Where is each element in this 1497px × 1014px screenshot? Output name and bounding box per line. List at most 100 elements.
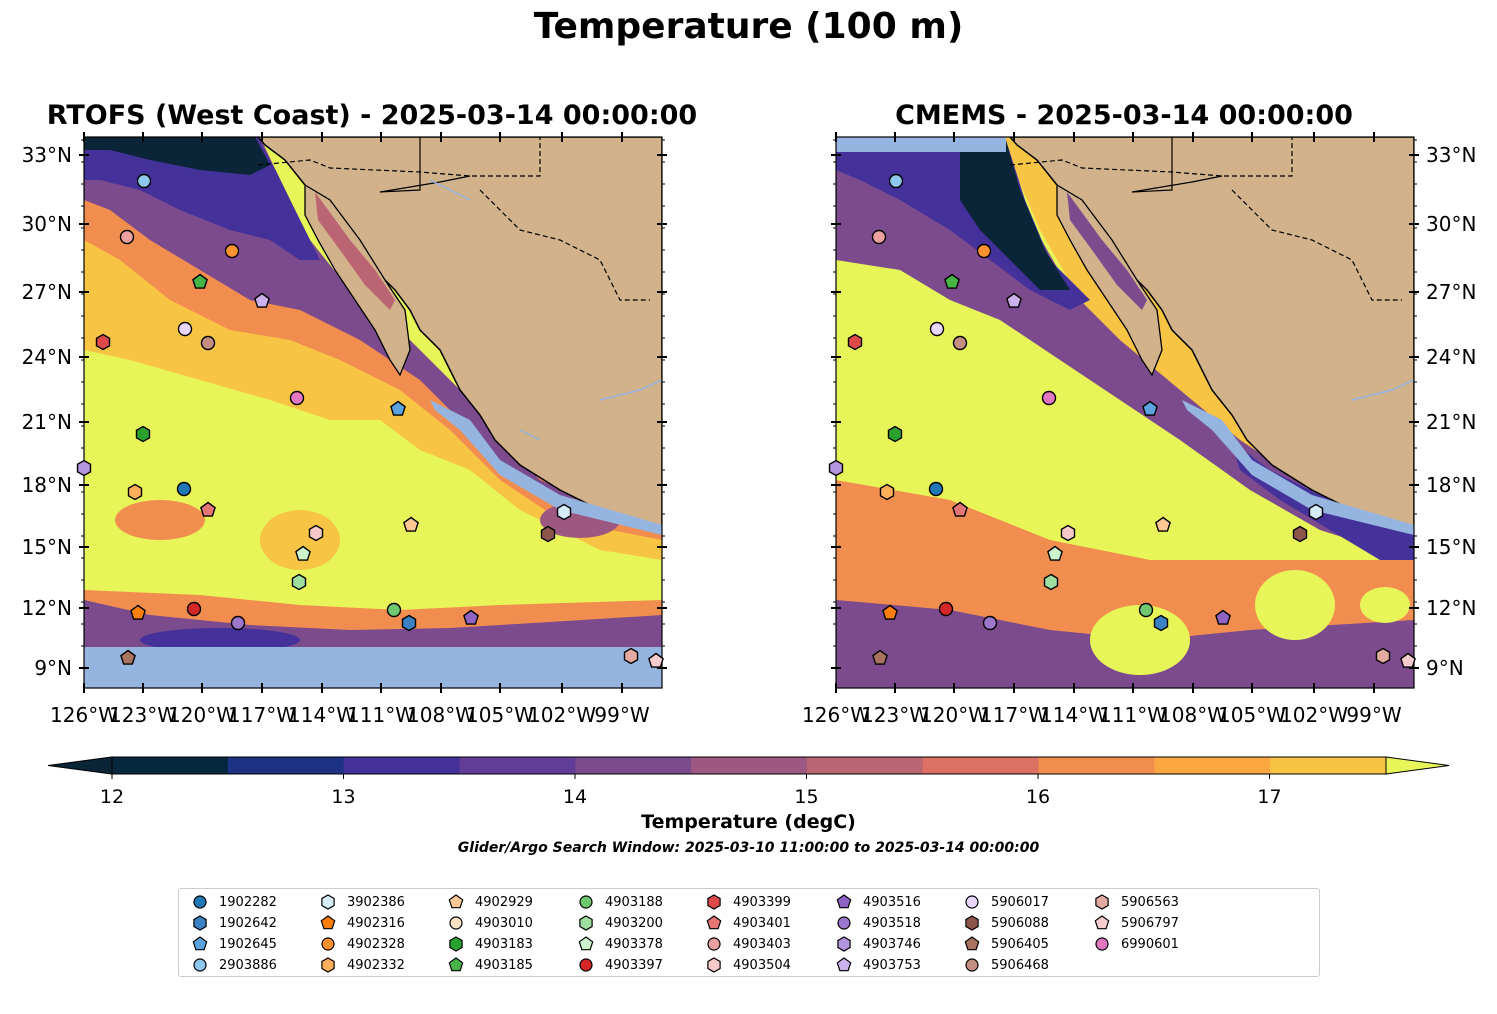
float-marker-4903403 [119, 229, 135, 245]
colorbar-tick-label: 15 [794, 786, 818, 808]
legend-marker-icon [1094, 915, 1110, 930]
colorbar-tick-label: 17 [1257, 786, 1281, 808]
legend-label: 4902328 [347, 936, 405, 952]
legend-item: 6990601 [1093, 935, 1179, 953]
float-marker-4903378 [295, 545, 311, 561]
float-marker-4902332 [127, 483, 143, 501]
lat-tick-label: 30°N [1426, 212, 1476, 236]
lat-tick-label: 12°N [22, 596, 72, 620]
float-marker-4903185 [192, 273, 208, 289]
colorbar-segment [691, 757, 808, 774]
legend-marker-icon [321, 894, 335, 910]
float-marker-5906405 [872, 649, 888, 665]
legend-item: 2903886 [191, 956, 277, 974]
float-marker-4903504 [1060, 524, 1076, 542]
float-marker-4902328 [976, 243, 992, 259]
lon-tick-label: 123°W [861, 703, 929, 727]
legend-marker-icon [836, 894, 852, 909]
legend-marker-icon [964, 936, 980, 951]
legend-label: 4903403 [733, 936, 791, 952]
legend-label: 4903188 [605, 894, 663, 910]
legend-marker-icon [320, 915, 336, 930]
float-marker-6990601 [1041, 390, 1057, 406]
lat-tick-label: 24°N [22, 345, 72, 369]
float-marker-4903183 [135, 425, 151, 443]
legend-marker-icon [449, 916, 463, 930]
legend-label: 3902386 [347, 894, 405, 910]
legend-label: 2903886 [219, 957, 277, 973]
legend-item: 4903504 [705, 956, 791, 974]
float-marker-4903399 [847, 333, 863, 351]
lon-tick-label: 111°W [1099, 703, 1167, 727]
float-marker-4903753 [1006, 292, 1022, 308]
legend-label: 4903185 [475, 957, 533, 973]
float-marker-4903188 [386, 602, 402, 618]
legend-marker-icon [579, 958, 593, 972]
lon-tick-label: 126°W [50, 703, 118, 727]
float-marker-4903518 [230, 615, 246, 631]
legend-marker-icon [578, 936, 594, 951]
cmems-map [836, 137, 1414, 688]
legend-marker-icon [448, 894, 464, 909]
legend-item: 5906468 [963, 956, 1049, 974]
float-marker-4902316 [882, 604, 898, 620]
legend-marker-icon [836, 957, 852, 972]
colorbar-segment [459, 757, 576, 774]
lon-tick-label: 108°W [1159, 703, 1227, 727]
float-marker-4903200 [291, 573, 307, 591]
legend-item: 1902645 [191, 935, 277, 953]
lon-tick-label: 126°W [802, 703, 870, 727]
float-marker-4903185 [944, 273, 960, 289]
legend-label: 1902645 [219, 936, 277, 952]
float-marker-4903397 [938, 601, 954, 617]
colorbar-tick-label: 16 [1026, 786, 1050, 808]
float-marker-4903518 [982, 615, 998, 631]
float-marker-4903403 [871, 229, 887, 245]
legend-item: 4903401 [705, 914, 791, 932]
legend-label: 4902332 [347, 957, 405, 973]
colorbar-segment [806, 757, 924, 774]
legend-item: 4903183 [447, 935, 533, 953]
lon-tick-label: 105°W [1218, 703, 1286, 727]
legend-label: 4903010 [475, 915, 533, 931]
float-marker-4903200 [1043, 573, 1059, 591]
legend-item: 5906017 [963, 893, 1049, 911]
legend: 1902282 1902642 1902645 2903886 3902386 49023… [178, 888, 1320, 977]
legend-label: 6990601 [1121, 936, 1179, 952]
float-marker-4902332 [879, 483, 895, 501]
legend-label: 5906405 [991, 936, 1049, 952]
float-marker-5906563 [1375, 647, 1391, 665]
legend-label: 5906017 [991, 894, 1049, 910]
float-marker-4903401 [200, 501, 216, 517]
float-marker-5906017 [177, 321, 193, 337]
legend-item: 4903188 [577, 893, 663, 911]
float-marker-5906468 [200, 335, 216, 351]
lon-tick-label: 123°W [109, 703, 177, 727]
legend-item: 4902929 [447, 893, 533, 911]
legend-item: 5906797 [1093, 914, 1179, 932]
lon-tick-label: 108°W [407, 703, 475, 727]
legend-marker-icon [193, 958, 207, 972]
lat-tick-label: 18°N [1426, 473, 1476, 497]
float-marker-4903401 [952, 501, 968, 517]
legend-label: 4903183 [475, 936, 533, 952]
search-window-text: Glider/Argo Search Window: 2025-03-10 11… [457, 840, 1040, 856]
legend-item: 4903185 [447, 956, 533, 974]
legend-item: 4902332 [319, 956, 405, 974]
legend-marker-icon [449, 936, 463, 952]
lat-tick-label: 21°N [1426, 410, 1476, 434]
float-marker-5906563 [623, 647, 639, 665]
float-marker-4903746 [76, 459, 92, 477]
legend-marker-icon [837, 916, 851, 930]
colorbar: 12 13 14 15 16 17 [47, 756, 1450, 808]
float-marker-5906405 [120, 649, 136, 665]
legend-item: 4903397 [577, 956, 663, 974]
float-marker-1902282 [176, 481, 192, 497]
legend-item: 4903403 [705, 935, 791, 953]
legend-marker-icon [448, 957, 464, 972]
float-marker-4903504 [308, 524, 324, 542]
float-marker-1902642 [1153, 614, 1169, 632]
legend-marker-icon [706, 915, 722, 930]
legend-label: 4902929 [475, 894, 533, 910]
legend-item: 1902642 [191, 914, 277, 932]
